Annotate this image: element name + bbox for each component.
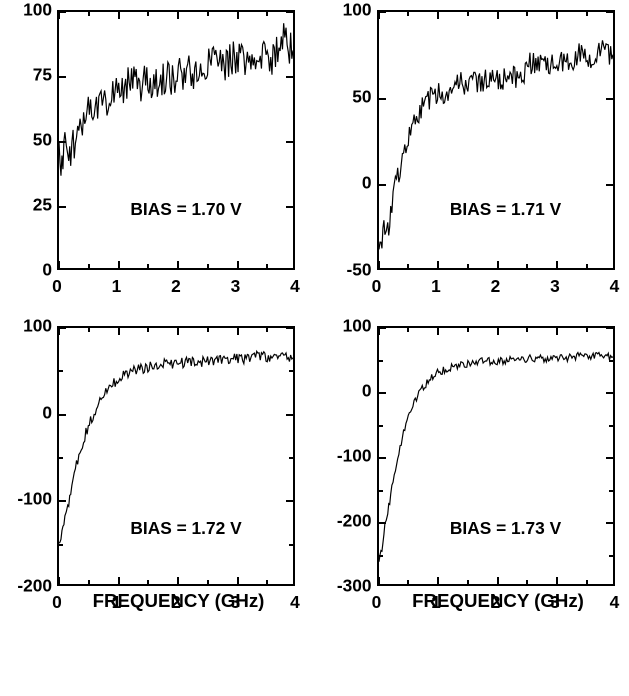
x-tick-label: 3 — [231, 588, 241, 613]
x-tick-label: 4 — [290, 272, 300, 297]
y-tick-label: -300 — [337, 576, 377, 597]
y-tick-label: -200 — [337, 511, 377, 532]
x-tick-label: 4 — [610, 272, 620, 297]
plot-box: BIAS = 1.73 V — [377, 326, 615, 586]
x-tick-label: 4 — [610, 588, 620, 613]
plot-box: BIAS = 1.70 V — [57, 10, 295, 270]
y-tick-label: -100 — [17, 489, 57, 510]
y-tick-label: 100 — [23, 0, 57, 21]
x-tick-label: 1 — [431, 272, 441, 297]
y-tick-label: 25 — [33, 195, 57, 216]
x-tick-label: 3 — [550, 588, 560, 613]
y-tick-label: 100 — [343, 0, 377, 21]
bias-annotation: BIAS = 1.70 V — [130, 199, 241, 220]
bias-annotation: BIAS = 1.73 V — [450, 518, 561, 539]
x-tick-label: 4 — [290, 588, 300, 613]
panel-bottom-right: BIAS = 1.73 V 01234-300-200-1000100 FREQ… — [325, 326, 620, 612]
x-tick-label: 2 — [491, 272, 501, 297]
trace-line — [379, 328, 613, 584]
trace-line — [379, 12, 613, 268]
bias-annotation: BIAS = 1.71 V — [450, 199, 561, 220]
y-tick-label: -50 — [346, 260, 376, 281]
y-tick-label: 75 — [33, 65, 57, 86]
trace-line — [59, 328, 293, 584]
x-tick-label: 2 — [491, 588, 501, 613]
x-tick-label: 3 — [231, 272, 241, 297]
plot-box: BIAS = 1.72 V — [57, 326, 295, 586]
x-tick-label: 1 — [112, 272, 122, 297]
y-tick-label: 100 — [23, 316, 57, 337]
x-tick-label: 2 — [171, 588, 181, 613]
y-tick-label: 0 — [42, 260, 57, 281]
chart-grid: CONDUCTANCE (μS) BIAS = 1.70 V 012340255… — [5, 10, 624, 612]
plot-box: BIAS = 1.71 V — [377, 10, 615, 270]
x-tick-label: 1 — [112, 588, 122, 613]
y-tick-label: 100 — [343, 316, 377, 337]
panel-bottom-left: CONDUCTANCE (μS) BIAS = 1.72 V 01234-200… — [5, 326, 300, 612]
panel-top-right: BIAS = 1.71 V 01234-50050100 — [325, 10, 620, 296]
y-tick-label: 0 — [362, 381, 377, 402]
x-tick-label: 2 — [171, 272, 181, 297]
panel-top-left: CONDUCTANCE (μS) BIAS = 1.70 V 012340255… — [5, 10, 300, 296]
y-tick-label: 50 — [352, 86, 376, 107]
x-tick-label: 1 — [431, 588, 441, 613]
y-tick-label: -200 — [17, 576, 57, 597]
y-tick-label: 0 — [42, 402, 57, 423]
bias-annotation: BIAS = 1.72 V — [130, 518, 241, 539]
y-tick-label: 0 — [362, 173, 377, 194]
trace-line — [59, 12, 293, 268]
y-tick-label: 50 — [33, 130, 57, 151]
y-tick-label: -100 — [337, 446, 377, 467]
x-tick-label: 3 — [550, 272, 560, 297]
